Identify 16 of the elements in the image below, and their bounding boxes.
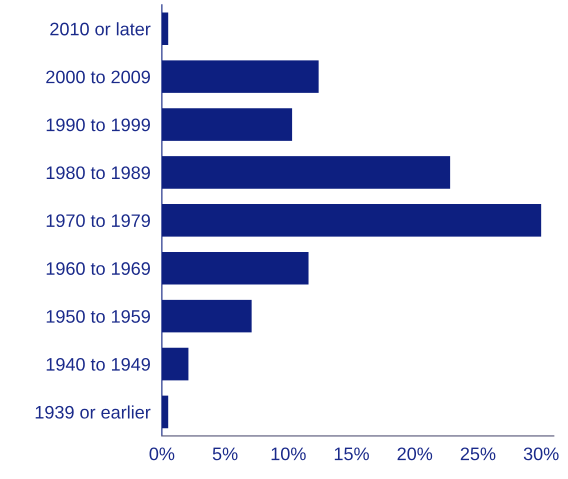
x-tick-label: 25% — [460, 447, 496, 460]
y-tick-label: 2010 or later — [50, 22, 150, 36]
y-tick-label: 1960 to 1969 — [46, 262, 150, 275]
y-tick-label: 1990 to 1999 — [46, 118, 150, 132]
x-tick-label: 15% — [334, 448, 369, 460]
y-tick-label: 1940 to 1949 — [46, 358, 150, 371]
y-tick-label: 1939 or earlier — [36, 405, 150, 419]
y-tick-label: 1970 to 1979 — [46, 214, 150, 228]
x-tick-label: 10% — [272, 447, 306, 460]
x-tick-label: 30% — [524, 447, 559, 460]
x-tick-label: 5% — [212, 448, 238, 460]
y-tick-label: 1980 to 1989 — [46, 166, 150, 180]
y-tick-label: 2000 to 2009 — [46, 70, 150, 84]
x-tick-label: 20% — [398, 447, 432, 460]
x-tick-label: 0% — [150, 447, 174, 460]
y-tick-label: 1950 to 1959 — [46, 310, 150, 323]
